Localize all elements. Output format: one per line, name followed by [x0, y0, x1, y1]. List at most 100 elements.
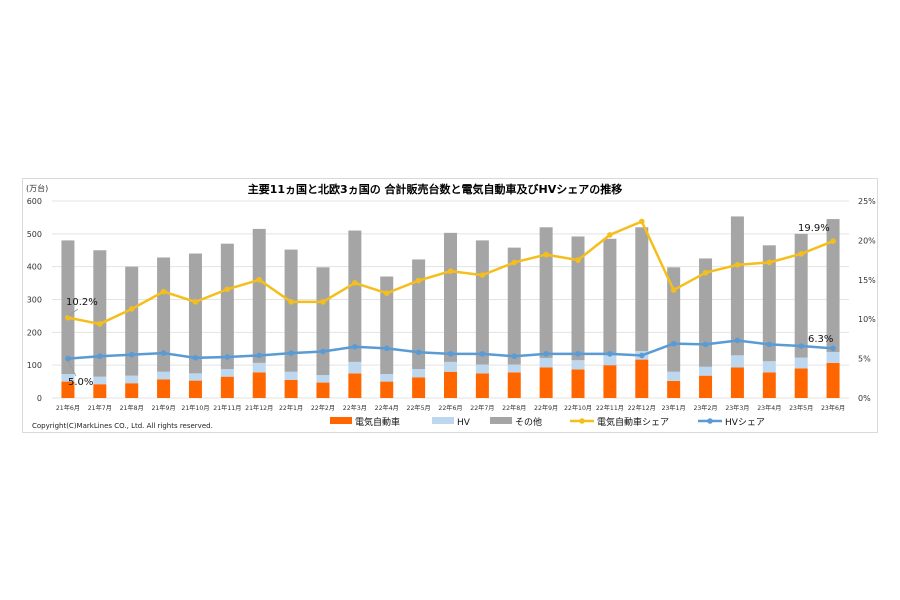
annotation-hv-end: 6.3% — [808, 334, 833, 345]
point-hv-share — [766, 341, 773, 348]
annotation-leader — [67, 360, 77, 377]
point-ev-share — [543, 251, 549, 258]
point-hv-share — [511, 353, 518, 360]
bar-hv — [284, 371, 298, 380]
legend-marker — [579, 418, 585, 424]
point-ev-share — [160, 288, 167, 295]
bar-other — [252, 228, 266, 363]
bar-ev — [507, 372, 521, 398]
x-tick-label: 21年8月 — [120, 404, 144, 412]
bar-hv — [571, 360, 585, 370]
bar-ev — [571, 369, 585, 398]
point-ev-share — [352, 280, 358, 286]
bar-other — [730, 216, 744, 356]
bar-other — [826, 219, 840, 353]
bar-hv — [93, 376, 107, 385]
point-ev-share — [734, 262, 741, 268]
x-tick-label: 22年12月 — [628, 404, 656, 412]
bar-ev — [603, 365, 617, 398]
bar-hv — [348, 361, 362, 374]
bar-other — [539, 227, 553, 358]
bar-other — [603, 238, 617, 356]
point-hv-share — [670, 340, 677, 347]
point-hv-share — [447, 351, 454, 357]
point-ev-share — [415, 277, 422, 284]
bar-hv — [188, 373, 202, 381]
annotation-ev-start: 10.2% — [66, 297, 98, 308]
x-tick-label: 23年6月 — [821, 404, 845, 412]
point-hv-share — [479, 351, 486, 357]
legend-label: 電気自動車 — [355, 416, 400, 428]
y2-tick-label: 10% — [858, 315, 876, 324]
x-tick-label: 22年9月 — [534, 404, 558, 412]
x-tick-label: 22年6月 — [438, 404, 462, 412]
bar-hv — [380, 374, 394, 382]
x-tick-label: 22年4月 — [375, 404, 399, 412]
bar-hv — [507, 364, 521, 373]
point-hv-share — [415, 349, 422, 356]
chart-frame — [22, 178, 878, 433]
x-tick-label: 21年6月 — [56, 404, 80, 412]
bar-hv — [667, 371, 681, 381]
point-hv-share — [128, 351, 135, 358]
point-hv-share — [607, 351, 613, 357]
legend-label: その他 — [515, 416, 542, 428]
bar-ev — [188, 380, 202, 398]
point-ev-share — [702, 269, 709, 276]
point-ev-share — [224, 286, 231, 293]
bar-ev — [762, 372, 776, 398]
bar-ev — [252, 372, 266, 398]
x-tick-label: 23年2月 — [693, 404, 717, 412]
bar-hv — [412, 369, 426, 378]
point-ev-share — [65, 314, 71, 321]
point-ev-share — [766, 259, 773, 266]
x-tick-label: 23年5月 — [789, 404, 813, 412]
point-hv-share — [65, 355, 71, 362]
bar-hv — [699, 366, 713, 376]
y-tick-label: 600 — [27, 197, 42, 206]
bar-ev — [93, 384, 107, 398]
bar-hv — [539, 357, 553, 368]
bar-hv — [61, 374, 75, 382]
point-ev-share — [383, 290, 390, 296]
y2-tick-label: 0% — [858, 394, 871, 403]
point-hv-share — [830, 345, 836, 352]
legend-label: HVシェア — [725, 418, 765, 428]
bar-other — [61, 240, 75, 375]
bar-ev — [635, 359, 649, 398]
bar-other — [348, 230, 362, 362]
y2-tick-label: 25% — [858, 197, 876, 206]
copyright: Copyright(C)MarkLines CO., Ltd. All righ… — [32, 422, 213, 430]
bar-hv — [220, 369, 234, 377]
bar-ev — [220, 376, 234, 398]
x-tick-label: 21年9月 — [151, 404, 175, 412]
bar-other — [220, 243, 234, 370]
bar-other — [794, 233, 808, 358]
y-tick-label: 0 — [37, 394, 42, 403]
point-ev-share — [575, 257, 581, 263]
chart-title: 主要11ヵ国と北欧3ヵ国の 合計販売台数と電気自動車及びHVシェアの推移 — [248, 182, 623, 196]
annotation-hv-start: 5.0% — [68, 377, 93, 388]
point-hv-share — [256, 352, 263, 359]
x-tick-label: 22年2月 — [311, 404, 335, 412]
point-ev-share — [320, 299, 326, 305]
annotation-ev-end: 19.9% — [798, 223, 830, 234]
bar-hv — [762, 361, 776, 373]
x-tick-label: 22年8月 — [502, 404, 526, 412]
bar-ev — [539, 367, 553, 398]
bar-ev — [125, 383, 139, 398]
point-hv-share — [734, 337, 741, 344]
y-tick-label: 100 — [27, 361, 42, 370]
bar-ev — [284, 379, 298, 398]
bar-other — [571, 236, 585, 361]
x-tick-label: 22年5月 — [407, 404, 431, 412]
point-hv-share — [638, 352, 645, 359]
bar-other — [125, 266, 139, 376]
x-tick-label: 21年11月 — [213, 404, 241, 412]
bar-hv — [252, 362, 266, 373]
point-ev-share — [128, 306, 135, 312]
point-ev-share — [479, 272, 486, 278]
x-tick-label: 22年1月 — [279, 404, 303, 412]
annotation-leader — [67, 308, 79, 317]
